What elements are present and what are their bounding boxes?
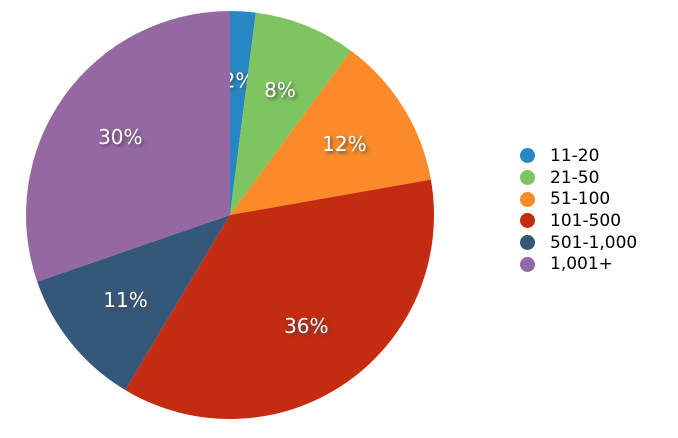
pie-slice-51-100	[230, 50, 431, 215]
legend-item: 51-100	[520, 188, 637, 210]
legend-label: 501-1,000	[550, 232, 638, 253]
legend-item: 11-20	[520, 145, 637, 167]
legend-item: 1,001+	[520, 253, 637, 275]
pie-slice-101-500	[125, 179, 434, 420]
legend-label: 1,001+	[550, 254, 613, 275]
slice-percentage-label: 8%	[264, 78, 296, 102]
legend-swatch-icon	[520, 256, 535, 272]
slice-percentage-label: 36%	[284, 314, 328, 338]
slice-percentage-label: 30%	[98, 125, 142, 149]
slice-percentage-label: 12%	[322, 132, 366, 156]
legend-label: 21-50	[550, 167, 600, 188]
pie-slice-21-50	[230, 12, 351, 216]
pie-slice-1-001-	[26, 11, 231, 282]
pie-slice-11-20	[230, 11, 256, 215]
legend: 11-20 21-50 51-100 101-500 501-1,000 1,001+	[520, 145, 637, 275]
legend-label: 51-100	[550, 189, 611, 210]
legend-swatch-icon	[520, 235, 535, 251]
legend-swatch-icon	[520, 170, 535, 186]
legend-swatch-icon	[520, 213, 535, 229]
slice-percentage-label: 11%	[103, 288, 147, 312]
legend-item: 501-1,000	[520, 232, 637, 254]
legend-swatch-icon	[520, 148, 535, 164]
legend-label: 101-500	[550, 210, 622, 231]
legend-label: 11-20	[550, 145, 600, 166]
legend-item: 21-50	[520, 167, 637, 189]
legend-item: 101-500	[520, 210, 637, 232]
pie-slice-501-1-000	[37, 215, 230, 391]
legend-swatch-icon	[520, 191, 535, 207]
